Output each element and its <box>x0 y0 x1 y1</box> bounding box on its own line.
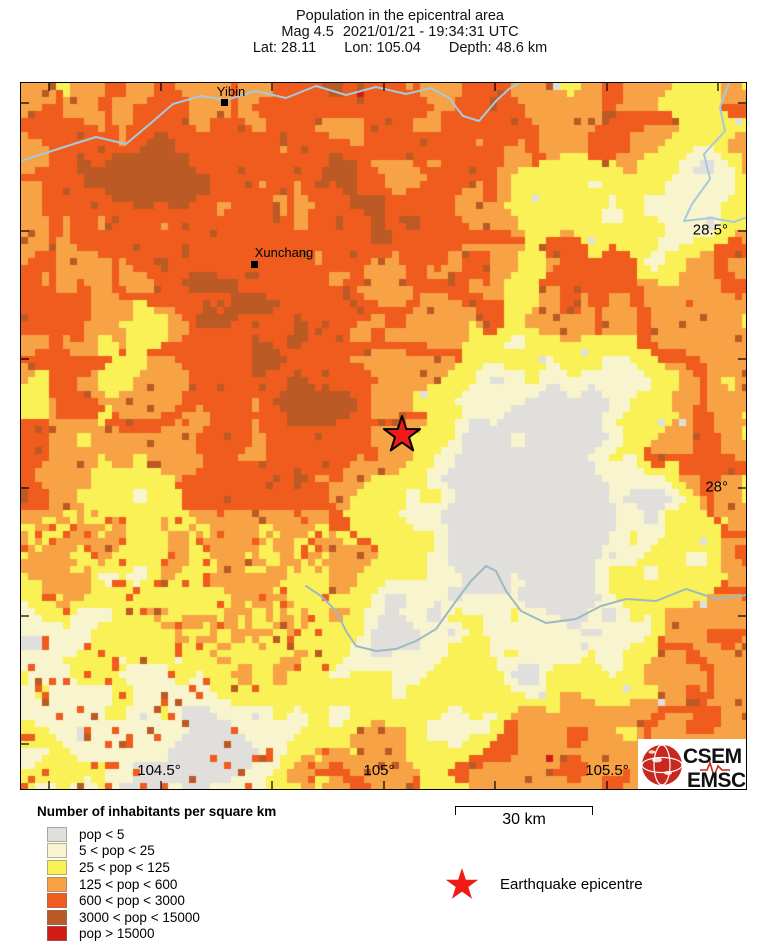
seismogram-icon <box>700 760 730 779</box>
longitude-label-104-5: 104.5° <box>137 762 181 779</box>
legend-row: 25 < pop < 125 <box>47 859 200 876</box>
legend-row: 3000 < pop < 15000 <box>47 909 200 926</box>
legend-swatch-5-25 <box>47 843 67 859</box>
epicentre-legend-label: Earthquake epicentre <box>500 876 643 893</box>
logo-text-csem: CSEM <box>683 745 742 768</box>
legend-swatch-25-125 <box>47 859 67 875</box>
page-title: Population in the epicentral area <box>296 8 504 24</box>
event-summary-line: Mag 4.5 2021/01/21 - 19:34:31 UTC <box>40 23 760 41</box>
legend-label: 5 < pop < 25 <box>79 843 155 859</box>
city-marker <box>251 261 258 268</box>
legend-row: 600 < pop < 3000 <box>47 892 200 909</box>
river-line <box>21 83 520 162</box>
event-latitude: Lat: 28.11 <box>252 39 317 56</box>
legend-title: Number of inhabitants per square km <box>37 804 277 819</box>
globe-icon <box>641 744 683 786</box>
legend-row: pop > 15000 <box>47 926 200 943</box>
csem-emsc-logo: CSEM EMSC <box>638 739 746 790</box>
city-label-xunchang: Xunchang <box>254 245 314 260</box>
legend-swatch-3000-15000 <box>47 909 67 925</box>
river-line <box>683 83 746 223</box>
scale-bar-label: 30 km <box>502 811 546 828</box>
epicentre-star-icon <box>445 868 479 899</box>
scale-bar <box>455 806 593 815</box>
legend-label: 125 < pop < 600 <box>79 876 178 892</box>
population-legend: pop < 5 5 < pop < 25 25 < pop < 125 125 … <box>47 826 200 942</box>
map-overlay <box>21 83 746 789</box>
longitude-label-105-5: 105.5° <box>585 762 629 779</box>
city-label-yibin: Yibin <box>216 84 246 99</box>
event-coordinates-line: Lat: 28.11 Lon: 105.04 Depth: 48.6 km <box>40 39 760 57</box>
header: Population in the epicentral area Mag 4.… <box>40 8 760 57</box>
legend-swatch-600-3000 <box>47 893 67 909</box>
legend-row: pop < 5 <box>47 826 200 843</box>
longitude-label-105: 105° <box>363 762 395 779</box>
epicentre-star <box>382 415 422 452</box>
event-datetime: 2021/01/21 - 19:34:31 UTC <box>342 23 519 40</box>
river-line <box>305 565 746 652</box>
legend-label: 600 < pop < 3000 <box>79 893 185 909</box>
population-density-map: Yibin Xunchang 28.5° 28° 104.5° 105° 105… <box>20 82 747 790</box>
city-marker <box>221 99 228 106</box>
event-magnitude: Mag 4.5 <box>281 23 334 40</box>
latitude-label-28-5: 28.5° <box>692 221 728 239</box>
legend-swatch-125-600 <box>47 876 67 892</box>
legend-swatch-gt-15000 <box>47 926 67 942</box>
event-depth: Depth: 48.6 km <box>448 39 548 56</box>
legend-row: 5 < pop < 25 <box>47 843 200 860</box>
legend-label: pop < 5 <box>79 826 125 842</box>
latitude-label-28: 28° <box>705 478 728 496</box>
csem-emsc-logo-graphic: CSEM EMSC <box>641 744 746 790</box>
legend-label: pop > 15000 <box>79 926 155 942</box>
event-longitude: Lon: 105.04 <box>344 39 421 56</box>
population-heatmap <box>21 83 746 789</box>
legend-label: 25 < pop < 125 <box>79 859 170 875</box>
legend-row: 125 < pop < 600 <box>47 876 200 893</box>
legend-label: 3000 < pop < 15000 <box>79 909 200 925</box>
logo-text-emsc: EMSC <box>687 769 746 790</box>
legend-swatch-pop-lt-5 <box>47 826 67 842</box>
